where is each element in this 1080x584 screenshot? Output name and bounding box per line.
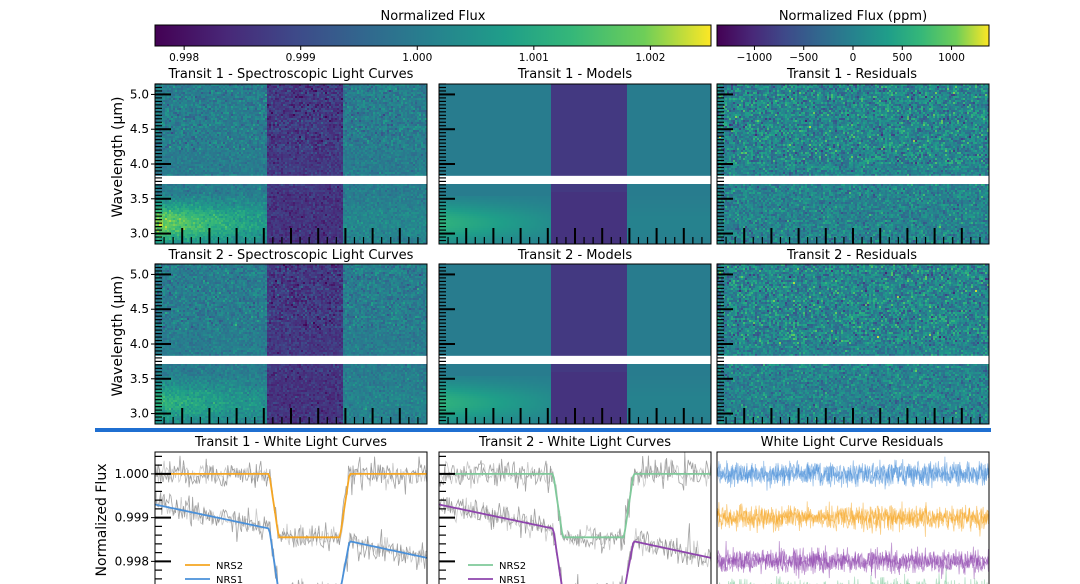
wavelength-tick-label: 4.0 xyxy=(130,337,149,351)
panel-title-wl1: Transit 1 - White Light Curves xyxy=(194,435,387,450)
wavelength-tick-label: 3.5 xyxy=(130,372,149,386)
legend-wl1-nrs1-label: NRS1 xyxy=(216,575,243,584)
wavelength-tick-label: 5.0 xyxy=(130,267,149,281)
legend-wl2-nrs2-label: NRS2 xyxy=(499,561,526,572)
ylabel-wavelength-row2: Wavelength (μm) xyxy=(110,276,126,397)
colorbar-left-ticks: 0.998 0.999 1.000 1.001 1.002 xyxy=(169,46,665,64)
colorbar-tick-label: −1000 xyxy=(737,52,773,64)
section-separator xyxy=(95,428,991,432)
figure: Normalized Flux 0.998 0.999 1.000 1.001 1.00… xyxy=(0,0,1080,584)
flux-axis: 0.998 0.999 1.000 xyxy=(115,467,155,569)
wavelength-tick-label: 4.0 xyxy=(130,157,149,171)
wavelength-tick-label: 3.0 xyxy=(130,227,149,241)
ylabel-flux: Normalized Flux xyxy=(94,464,110,577)
wl-model-nrs2 xyxy=(439,474,711,537)
colorbar-tick-label: 0 xyxy=(850,52,857,64)
wavelength-tick-label: 4.5 xyxy=(130,302,149,316)
legend-wl2: NRS2 NRS1 xyxy=(468,561,526,584)
legend-wl1: NRS2 NRS1 xyxy=(185,561,243,584)
panel-title-t2-model: Transit 2 - Models xyxy=(517,248,632,263)
colorbar-tick-label: 0.998 xyxy=(169,52,199,64)
residual-trace xyxy=(717,568,989,584)
panel-title-wlres: White Light Curve Residuals xyxy=(761,435,944,450)
colorbar-tick-label: 1.002 xyxy=(635,52,665,64)
flux-tick-label: 1.000 xyxy=(115,467,149,481)
colorbar-right-ticks: −1000 −500 0 500 1000 xyxy=(737,46,965,64)
colorbar-left xyxy=(155,25,711,46)
panel-title-t1-spec: Transit 1 - Spectroscopic Light Curves xyxy=(168,67,414,82)
wavelength-tick-label: 5.0 xyxy=(130,87,149,101)
colorbar-right xyxy=(717,25,989,46)
detector-gap xyxy=(717,176,989,184)
colorbar-right-title: Normalized Flux (ppm) xyxy=(779,9,927,24)
flux-tick-label: 0.998 xyxy=(115,554,149,568)
wavelength-tick-label: 3.0 xyxy=(130,407,149,421)
colorbar-tick-label: −500 xyxy=(789,52,818,64)
plot-white-light-residuals xyxy=(717,452,989,584)
panel-title-t2-spec: Transit 2 - Spectroscopic Light Curves xyxy=(168,248,414,263)
panel-title-wl2: Transit 2 - White Light Curves xyxy=(478,435,671,450)
panel-title-t2-resid: Transit 2 - Residuals xyxy=(786,248,917,263)
wavelength-tick-label: 3.5 xyxy=(130,192,149,206)
wavelength-tick-label: 4.5 xyxy=(130,122,149,136)
colorbar-tick-label: 1.000 xyxy=(402,52,432,64)
detector-gap xyxy=(155,176,427,184)
flux-tick-label: 0.999 xyxy=(115,511,149,525)
panel-title-t1-model: Transit 1 - Models xyxy=(517,67,632,82)
heatmap-transit1-residuals xyxy=(717,84,989,244)
detector-gap xyxy=(439,176,711,184)
colorbar-tick-label: 1000 xyxy=(938,52,965,64)
colorbar-left-title: Normalized Flux xyxy=(381,9,486,24)
legend-wl2-nrs1-label: NRS1 xyxy=(499,575,526,584)
detector-gap xyxy=(155,356,427,364)
colorbar-tick-label: 0.999 xyxy=(286,52,316,64)
heatmap-transit1-spectroscopic xyxy=(155,84,427,244)
heatmap-transit2-residuals xyxy=(717,264,989,424)
heatmap-transit2-models xyxy=(439,264,711,424)
ylabel-wavelength-row1: Wavelength (μm) xyxy=(110,97,126,218)
colorbar-tick-label: 500 xyxy=(892,52,912,64)
wavelength-axis-row2: 3.0 3.5 4.0 4.5 5.0 xyxy=(130,267,155,420)
residual-trace xyxy=(717,573,989,584)
heatmap-transit2-spectroscopic xyxy=(155,264,427,424)
detector-gap xyxy=(717,356,989,364)
panel-title-t1-resid: Transit 1 - Residuals xyxy=(786,67,917,82)
detector-gap xyxy=(439,356,711,364)
legend-wl1-nrs2-label: NRS2 xyxy=(216,561,243,572)
wavelength-axis-row1: 3.0 3.5 4.0 4.5 5.0 xyxy=(130,87,155,240)
heatmap-transit1-models xyxy=(439,84,711,244)
colorbar-tick-label: 1.001 xyxy=(519,52,549,64)
